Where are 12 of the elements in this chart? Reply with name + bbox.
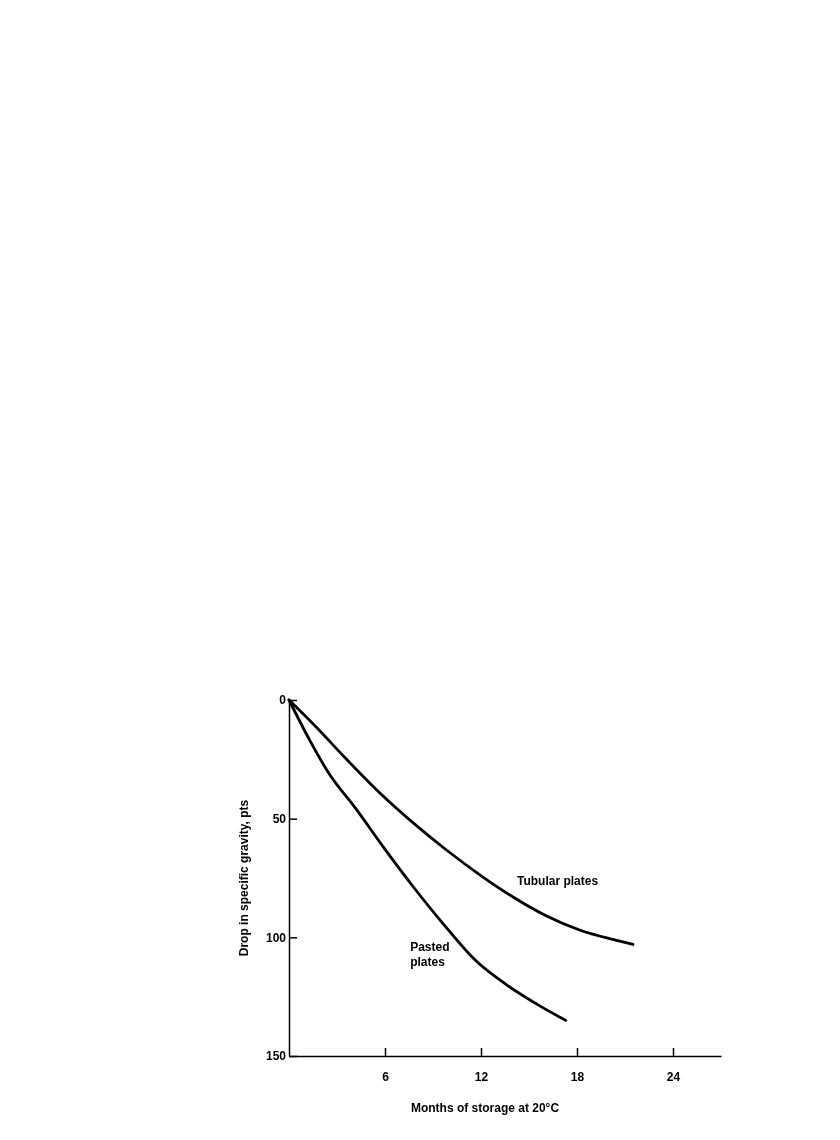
y-axis-title: Drop in specific gravity, pts bbox=[237, 799, 251, 957]
x-tick-label: 12 bbox=[474, 1069, 489, 1084]
x-tick-label: 24 bbox=[666, 1069, 681, 1084]
y-tick-label: 50 bbox=[272, 812, 287, 827]
y-tick-label: 100 bbox=[265, 930, 287, 945]
x-tick-label: 18 bbox=[570, 1069, 585, 1084]
x-tick-label: 6 bbox=[382, 1069, 390, 1084]
x-axis-title: Months of storage at 20°C bbox=[410, 1101, 560, 1115]
y-tick-label: 150 bbox=[265, 1049, 287, 1064]
series-label: Tubular plates bbox=[517, 873, 599, 888]
series-label: Pasted plates bbox=[410, 940, 450, 970]
y-tick-label: 0 bbox=[279, 693, 287, 708]
